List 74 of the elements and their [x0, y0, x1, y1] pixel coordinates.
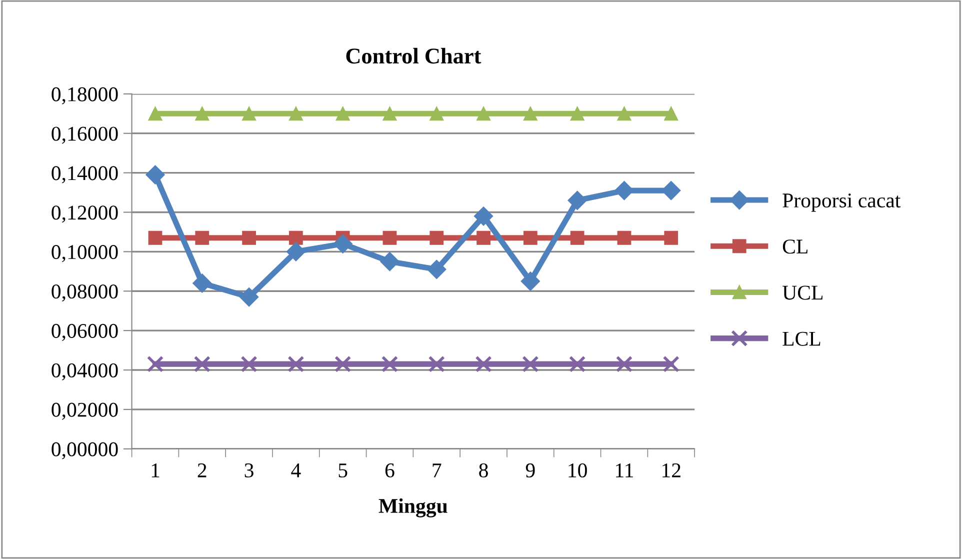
- point: [148, 230, 162, 245]
- point: [520, 272, 540, 291]
- x-axis-title: Minggu: [378, 498, 448, 518]
- point: [617, 230, 632, 245]
- y-tick-label: 0,08000: [52, 284, 118, 302]
- point: [616, 356, 633, 372]
- point: [570, 230, 584, 245]
- point: [474, 206, 494, 226]
- point: [428, 356, 445, 372]
- y-tick-label: 0,02000: [52, 402, 118, 420]
- point: [288, 106, 303, 121]
- point: [664, 106, 678, 121]
- point: [662, 181, 681, 200]
- x-tick-label: 8: [479, 463, 488, 478]
- point: [475, 356, 492, 372]
- point: [336, 106, 350, 121]
- point: [662, 356, 680, 372]
- point: [568, 190, 587, 210]
- y-tick-label: 0,10000: [52, 245, 118, 262]
- legend-label: CL: [782, 240, 808, 254]
- x-tick-label: 7: [432, 464, 442, 478]
- point: [476, 106, 490, 121]
- point: [523, 106, 538, 121]
- x-tick-label: 11: [616, 463, 633, 478]
- y-tick-label: 0,14000: [52, 166, 118, 184]
- legend-label: Proporsi cacat: [782, 194, 901, 212]
- y-tick-label: 0,00000: [52, 442, 118, 460]
- point: [476, 230, 490, 245]
- point: [240, 287, 259, 307]
- y-tick-label: 0,06000: [52, 324, 118, 341]
- point: [570, 106, 584, 121]
- x-tick-label: 5: [338, 464, 348, 478]
- point: [664, 230, 678, 245]
- point: [195, 230, 210, 245]
- point: [522, 356, 539, 372]
- point: [381, 356, 398, 372]
- y-tick-label: 0,16000: [52, 126, 118, 144]
- point: [430, 106, 444, 121]
- point: [194, 356, 210, 372]
- x-tick-label: 6: [385, 463, 394, 478]
- point: [427, 260, 446, 279]
- x-tick-label: 3: [244, 463, 254, 478]
- point: [333, 234, 352, 254]
- legend-label: UCL: [782, 286, 822, 300]
- point: [240, 356, 258, 372]
- point: [523, 230, 538, 245]
- y-tick-label: 0,12000: [52, 206, 118, 223]
- y-tick-label: 0,04000: [52, 363, 118, 380]
- point: [382, 106, 397, 121]
- point: [288, 230, 303, 245]
- x-tick-label: 2: [198, 463, 206, 478]
- legend-label: LCL: [782, 332, 820, 346]
- x-tick-label: 9: [526, 463, 535, 478]
- point: [380, 252, 400, 272]
- point: [430, 230, 444, 245]
- point: [288, 356, 304, 372]
- point: [242, 230, 256, 245]
- point: [146, 165, 165, 184]
- point: [242, 106, 256, 121]
- y-tick-label: 0,18000: [52, 87, 118, 104]
- point: [286, 242, 306, 262]
- point: [195, 106, 210, 121]
- point: [382, 230, 397, 245]
- x-tick-label: 1: [152, 463, 160, 478]
- x-tick-label: 4: [291, 464, 301, 478]
- point: [334, 356, 352, 372]
- point: [617, 106, 632, 121]
- x-tick-label: 12: [662, 463, 680, 478]
- chart-title: Control Chart: [346, 48, 482, 64]
- point: [148, 106, 162, 121]
- point: [192, 274, 212, 293]
- point: [146, 356, 164, 372]
- x-tick-label: 10: [568, 463, 587, 478]
- point: [568, 356, 586, 372]
